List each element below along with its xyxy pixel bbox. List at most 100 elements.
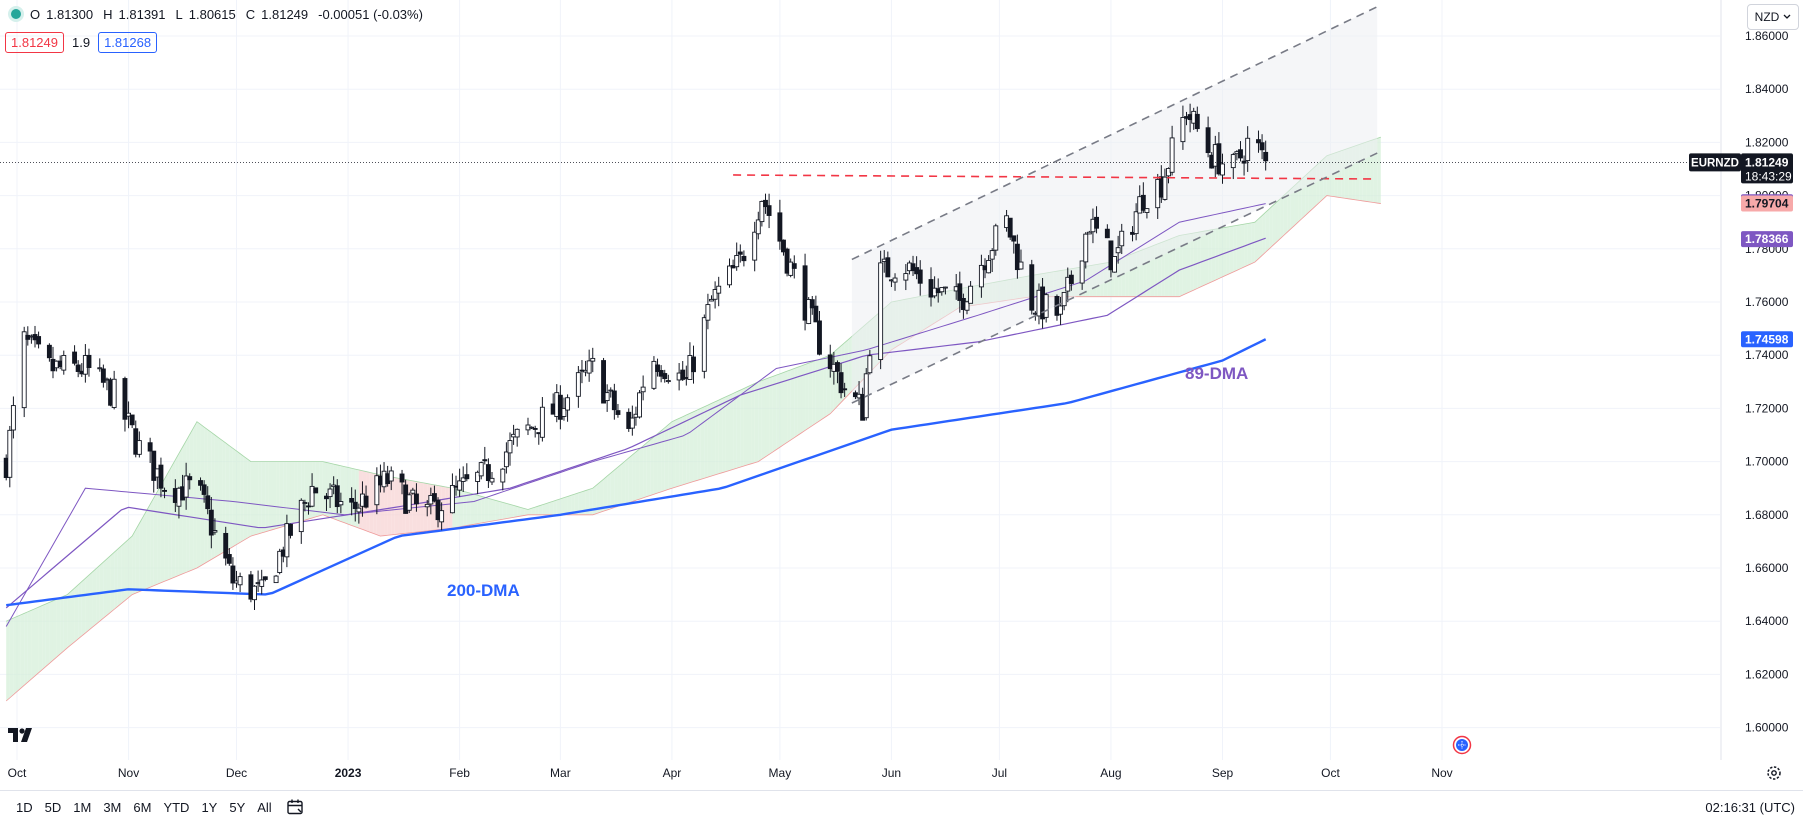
cloud-segment — [812, 360, 816, 426]
buy-price-button[interactable]: 1.81268 — [98, 32, 158, 53]
candle-body — [1014, 243, 1020, 271]
candle-body — [187, 476, 193, 481]
axis-badge-label: 1.74598 — [1745, 332, 1789, 346]
candle-body — [1043, 294, 1049, 318]
cloud-segment — [193, 421, 197, 570]
cloud-segment — [128, 536, 133, 598]
candle-body — [324, 495, 329, 500]
cloud-segment — [294, 461, 298, 524]
candle-body — [1140, 194, 1146, 211]
cloud-segment — [441, 486, 446, 530]
candle-body — [1230, 154, 1236, 169]
market-status-icon[interactable] — [8, 6, 24, 22]
candle-body — [1259, 142, 1265, 151]
candle-body — [374, 475, 380, 506]
candle-body — [327, 488, 333, 498]
cloud-segment — [250, 461, 255, 537]
cloud-segment — [445, 486, 449, 529]
cloud-segment — [596, 482, 600, 514]
cloud-segment — [625, 457, 629, 504]
candle-body — [212, 530, 218, 533]
cloud-segment — [1280, 195, 1284, 239]
candle-body — [503, 451, 509, 468]
range-button-ytd[interactable]: YTD — [163, 800, 190, 815]
currency-selector[interactable]: NZD — [1747, 4, 1799, 30]
candle-body — [903, 273, 909, 281]
candle-body — [475, 471, 481, 482]
range-button-1d[interactable]: 1D — [16, 800, 33, 815]
time-axis[interactable]: Oct Nov Dec 2023 Feb Mar Apr May Jun Jul Aug Sep Oct… — [8, 766, 1453, 780]
candle-body — [917, 269, 923, 284]
range-button-5y[interactable]: 5Y — [229, 800, 246, 815]
x-tick-label: Nov — [118, 766, 139, 780]
candle-body — [273, 575, 279, 584]
candle-body — [1238, 149, 1243, 159]
candle-body — [183, 475, 189, 498]
candle-body — [539, 406, 545, 438]
cloud-segment — [168, 466, 172, 580]
candle-body — [363, 495, 369, 508]
range-button-1m[interactable]: 1M — [73, 800, 92, 815]
y-tick-label: 1.68000 — [1745, 508, 1789, 522]
cloud-segment — [186, 434, 190, 573]
cloud-segment — [592, 485, 597, 515]
cloud-segment — [524, 508, 528, 516]
candle-body — [338, 501, 344, 506]
cloud-segment — [729, 393, 734, 471]
cloud-segment — [628, 454, 633, 503]
navigation-icon[interactable] — [1452, 735, 1472, 755]
x-tick-label: Nov — [1431, 766, 1452, 780]
candle-body — [1104, 228, 1110, 239]
cloud-segment — [1222, 227, 1227, 277]
cloud-segment — [697, 408, 701, 481]
cloud-segment — [1377, 137, 1381, 204]
cloud-segment — [1211, 229, 1216, 282]
calendar-icon[interactable] — [286, 798, 304, 816]
cloud-segment — [121, 542, 125, 604]
x-tick-label: Apr — [663, 766, 682, 780]
cloud-segment — [142, 510, 147, 591]
cloud-segment — [355, 469, 359, 529]
range-button-1y[interactable]: 1Y — [201, 800, 218, 815]
range-button-6m[interactable]: 6M — [133, 800, 152, 815]
cloud-segment — [135, 523, 140, 594]
candle-body — [813, 305, 819, 323]
candle-body — [309, 485, 315, 507]
price-axis[interactable]: 1.860001.840001.820001.800001.780001.760… — [1689, 29, 1793, 735]
candle-body — [665, 380, 671, 383]
candle-body — [565, 397, 571, 411]
candle-body — [198, 480, 203, 486]
candle-body — [61, 354, 67, 371]
range-button-3m[interactable]: 3M — [103, 800, 122, 815]
tradingview-logo-icon[interactable] — [8, 728, 38, 742]
cloud-segment — [229, 445, 233, 549]
range-button-all[interactable]: All — [257, 800, 272, 815]
candle-body — [691, 356, 696, 373]
cloud-segment — [772, 375, 777, 453]
cloud-segment — [466, 492, 471, 526]
clock-display[interactable]: 02:16:31 (UTC) — [1705, 800, 1795, 815]
cloud-segment — [617, 464, 622, 507]
sell-price-button[interactable]: 1.81249 — [5, 32, 64, 53]
cloud-segment — [747, 385, 752, 465]
candle-body — [460, 477, 466, 482]
gear-icon[interactable] — [1765, 764, 1783, 782]
candle-body — [1018, 261, 1024, 270]
cloud-segment — [85, 575, 89, 634]
spread-value: 1.9 — [72, 35, 91, 50]
cloud-segment — [599, 479, 604, 513]
cloud-segment — [610, 470, 615, 509]
y-tick-label: 1.60000 — [1745, 721, 1789, 735]
cloud-segment — [833, 348, 838, 410]
candle-body — [791, 263, 797, 269]
candle-body — [827, 354, 833, 370]
cloud-segment — [232, 448, 237, 547]
cloud-segment — [603, 476, 608, 512]
candle-body — [288, 523, 293, 536]
cloud-segment — [380, 474, 385, 537]
range-button-5d[interactable]: 5D — [44, 800, 62, 815]
ma200-annotation: 200-DMA — [447, 581, 520, 600]
cloud-segment — [682, 415, 687, 485]
y-tick-label: 1.84000 — [1745, 82, 1789, 96]
